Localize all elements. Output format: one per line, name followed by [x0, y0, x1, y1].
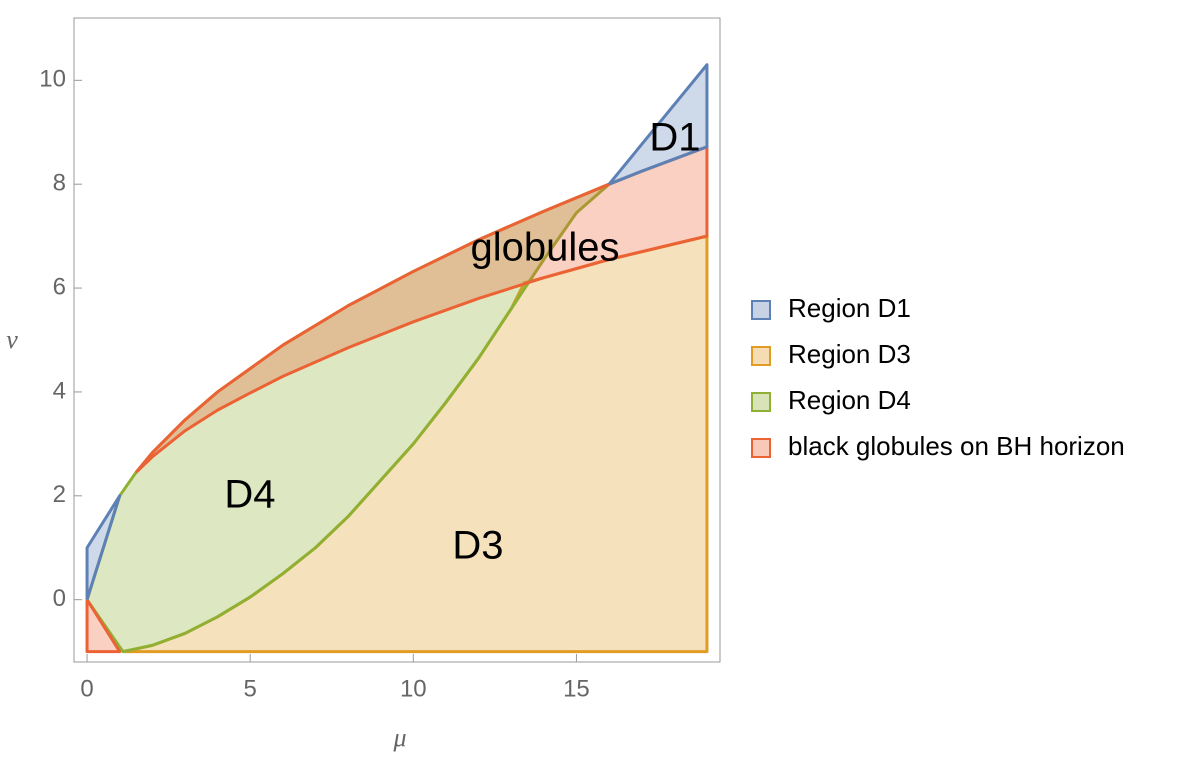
y-tick-label: 2 [53, 481, 66, 508]
legend-label: Region D1 [788, 293, 911, 323]
legend-label: Region D3 [788, 339, 911, 369]
plot-frame [73, 17, 721, 663]
y-tick-label: 6 [53, 273, 66, 300]
annotation: D3 [452, 524, 503, 568]
region [85, 145, 709, 654]
y-axis-label: ν [6, 325, 18, 354]
x-tick-label: 5 [244, 675, 257, 702]
annotation: D4 [224, 473, 275, 517]
legend-swatch [751, 392, 771, 412]
legend-swatch [751, 438, 771, 458]
legend-label: black globules on BH horizon [788, 431, 1125, 461]
legend-swatch [751, 300, 771, 320]
y-tick-label: 10 [39, 66, 66, 93]
legend-label: Region D4 [788, 385, 911, 415]
annotation: D1 [649, 116, 700, 160]
x-axis-label: μ [392, 723, 406, 752]
annotation: globules [470, 226, 619, 270]
region [85, 63, 709, 601]
legend-swatch [751, 346, 771, 366]
x-tick-label: 10 [400, 675, 427, 702]
x-tick-label: 15 [563, 675, 590, 702]
x-tick-label: 0 [80, 675, 93, 702]
y-tick-label: 8 [53, 170, 66, 197]
y-tick-label: 4 [53, 377, 66, 404]
y-tick-label: 0 [53, 585, 66, 612]
